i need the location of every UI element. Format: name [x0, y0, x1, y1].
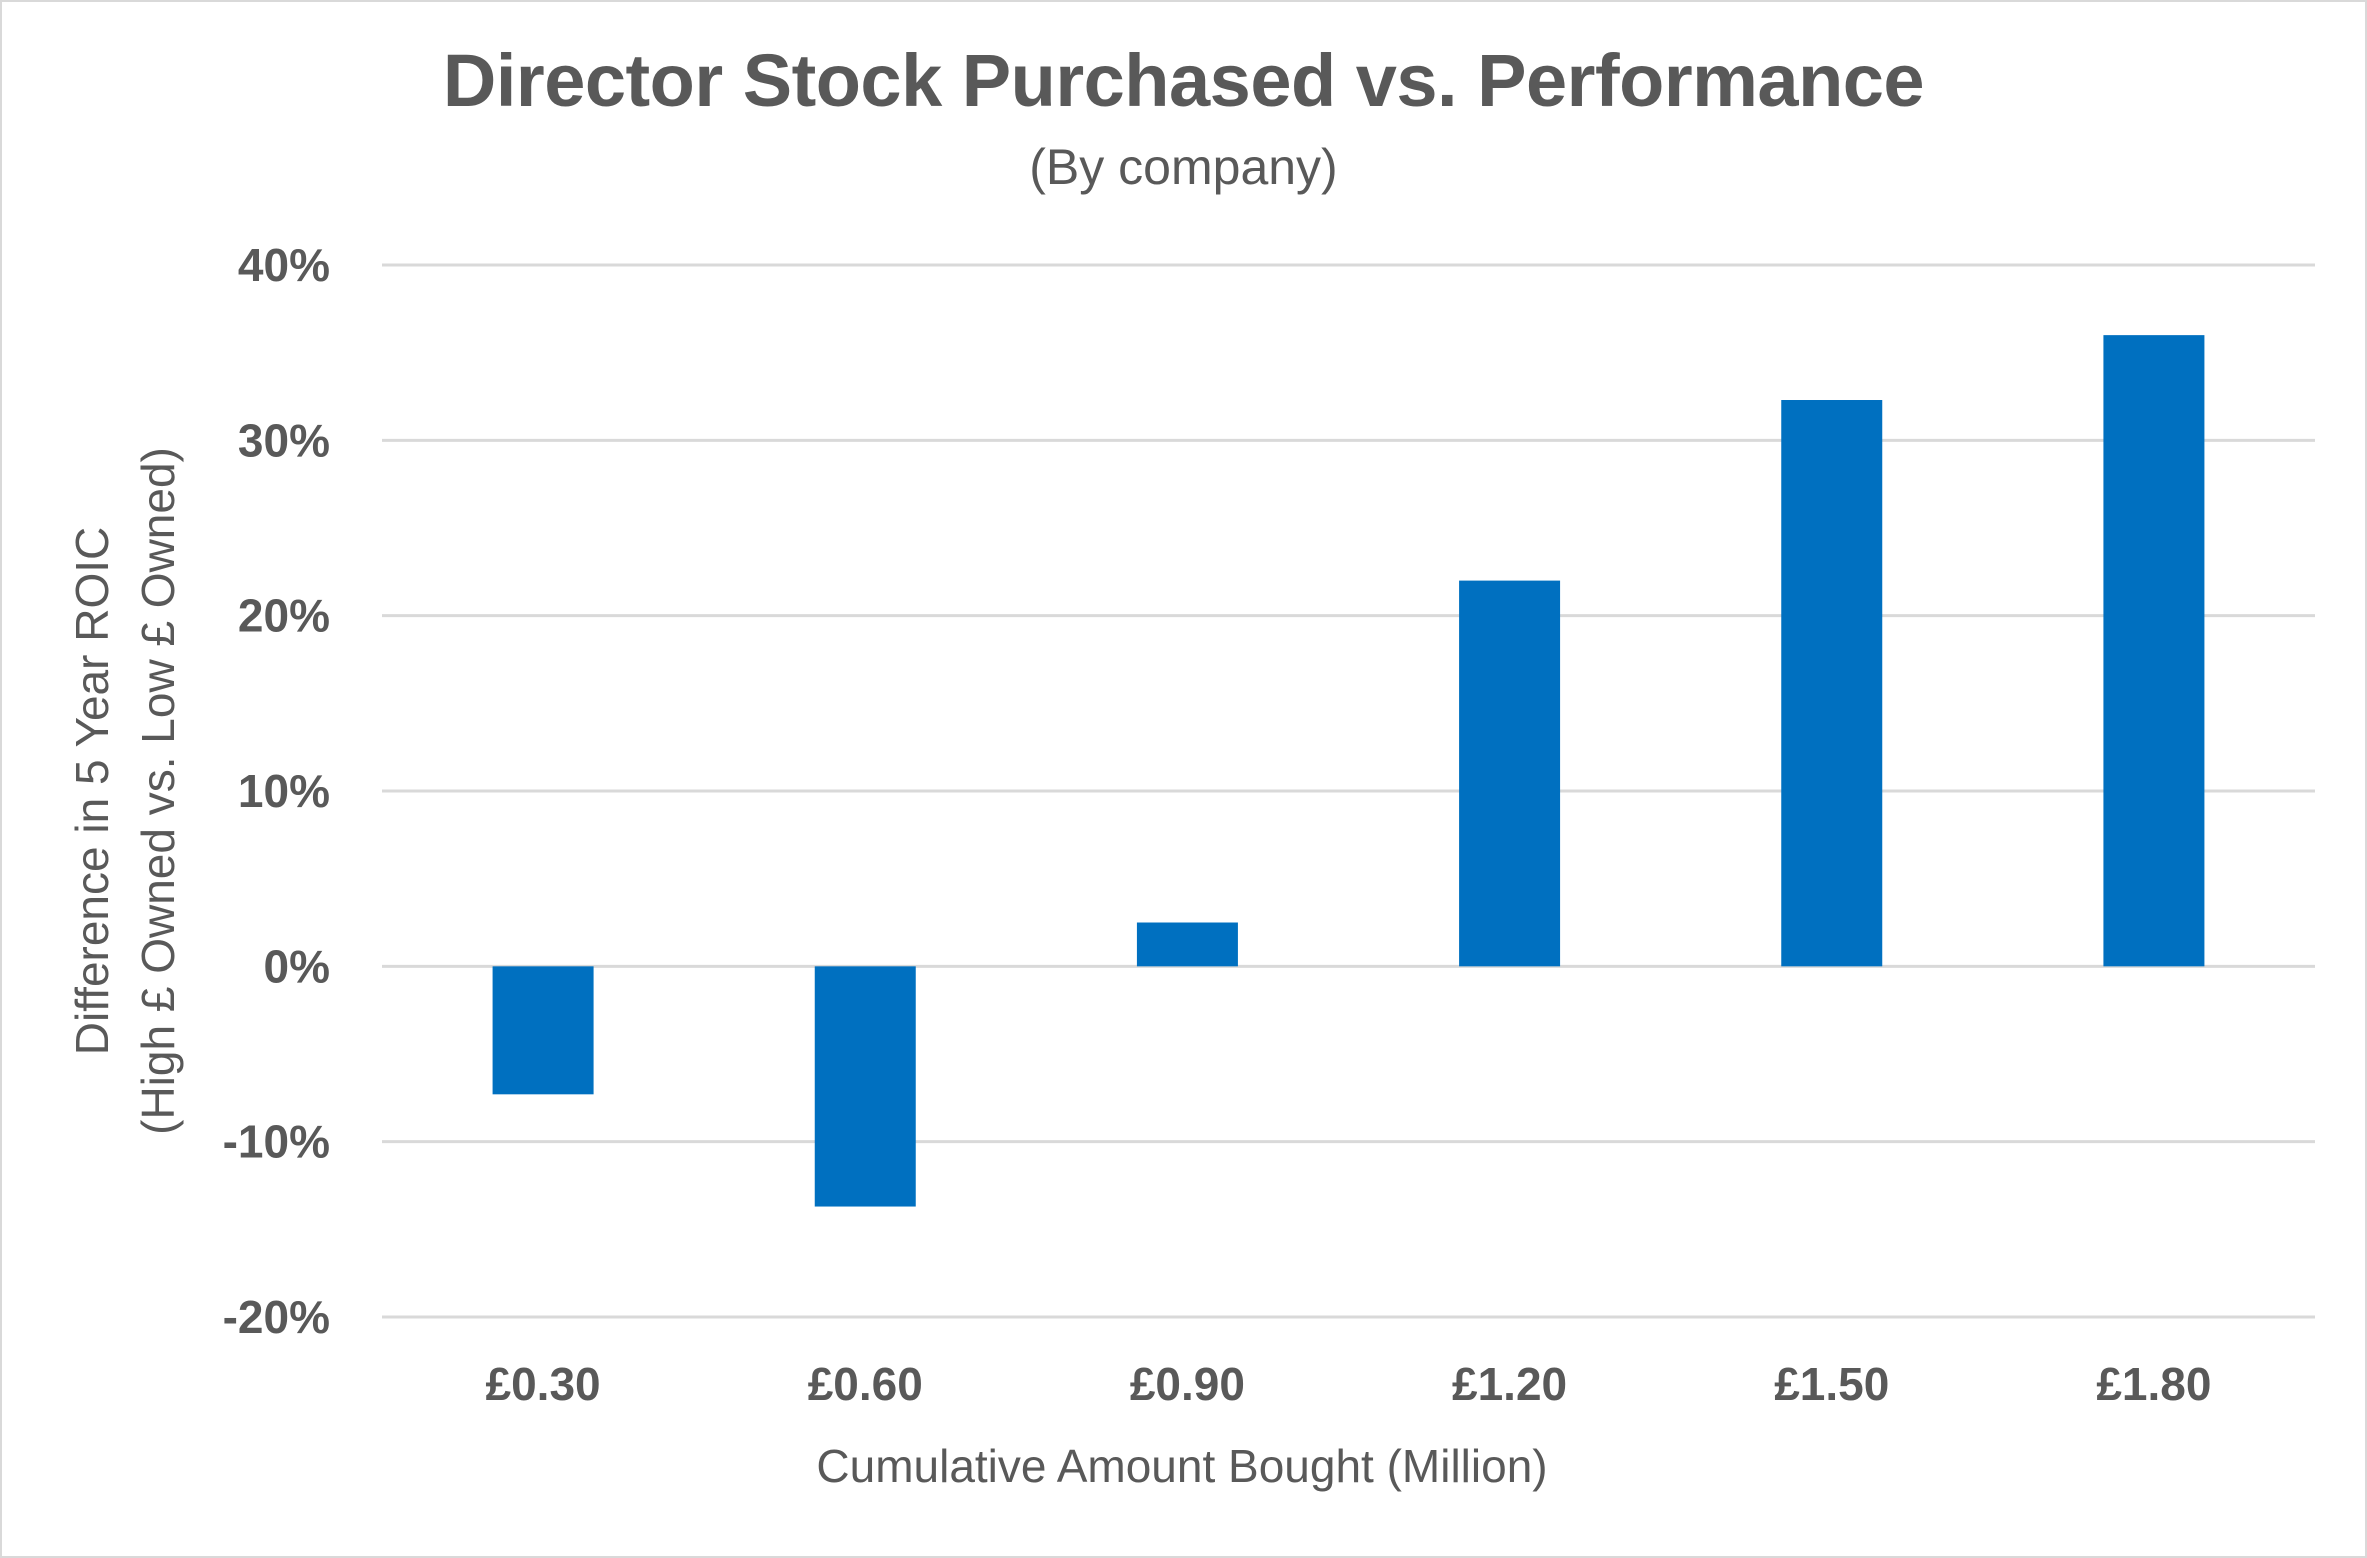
- y-tick-label: -20%: [223, 1291, 330, 1343]
- y-axis-label-line1: Difference in 5 Year ROIC: [66, 527, 118, 1055]
- bar: [1781, 400, 1883, 967]
- chart-subtitle: (By company): [1029, 139, 1338, 195]
- y-axis-label-line2: (High £ Owned vs. Low £ Owned): [132, 447, 184, 1135]
- bar: [492, 966, 594, 1095]
- bar: [1459, 580, 1561, 967]
- bar: [2103, 335, 2205, 967]
- y-tick-label: 30%: [238, 414, 330, 466]
- x-tick-label: £1.20: [1452, 1358, 1567, 1410]
- y-tick-label: 0%: [264, 940, 330, 992]
- y-tick-label: 10%: [238, 765, 330, 817]
- bar: [1136, 922, 1238, 967]
- bar: [814, 966, 916, 1207]
- x-tick-label: £0.60: [808, 1358, 923, 1410]
- y-tick-label: -10%: [223, 1116, 330, 1168]
- chart-title: Director Stock Purchased vs. Performance: [442, 39, 1925, 122]
- x-tick-label: £1.80: [2096, 1358, 2211, 1410]
- x-axis-ticks: £0.30 £0.60 £0.90 £1.20 £1.50 £1.80: [486, 1358, 2212, 1410]
- y-tick-label: 40%: [238, 239, 330, 291]
- x-tick-label: £1.50: [1774, 1358, 1889, 1410]
- y-tick-label: 20%: [238, 590, 330, 642]
- bars: [492, 335, 2205, 1207]
- x-tick-label: £0.90: [1130, 1358, 1245, 1410]
- y-axis-ticks: -20% -10% 0% 10% 20% 30% 40%: [223, 239, 330, 1343]
- gridlines: [382, 263, 2315, 1319]
- x-tick-label: £0.30: [486, 1358, 601, 1410]
- x-axis-label: Cumulative Amount Bought (Million): [816, 1440, 1547, 1492]
